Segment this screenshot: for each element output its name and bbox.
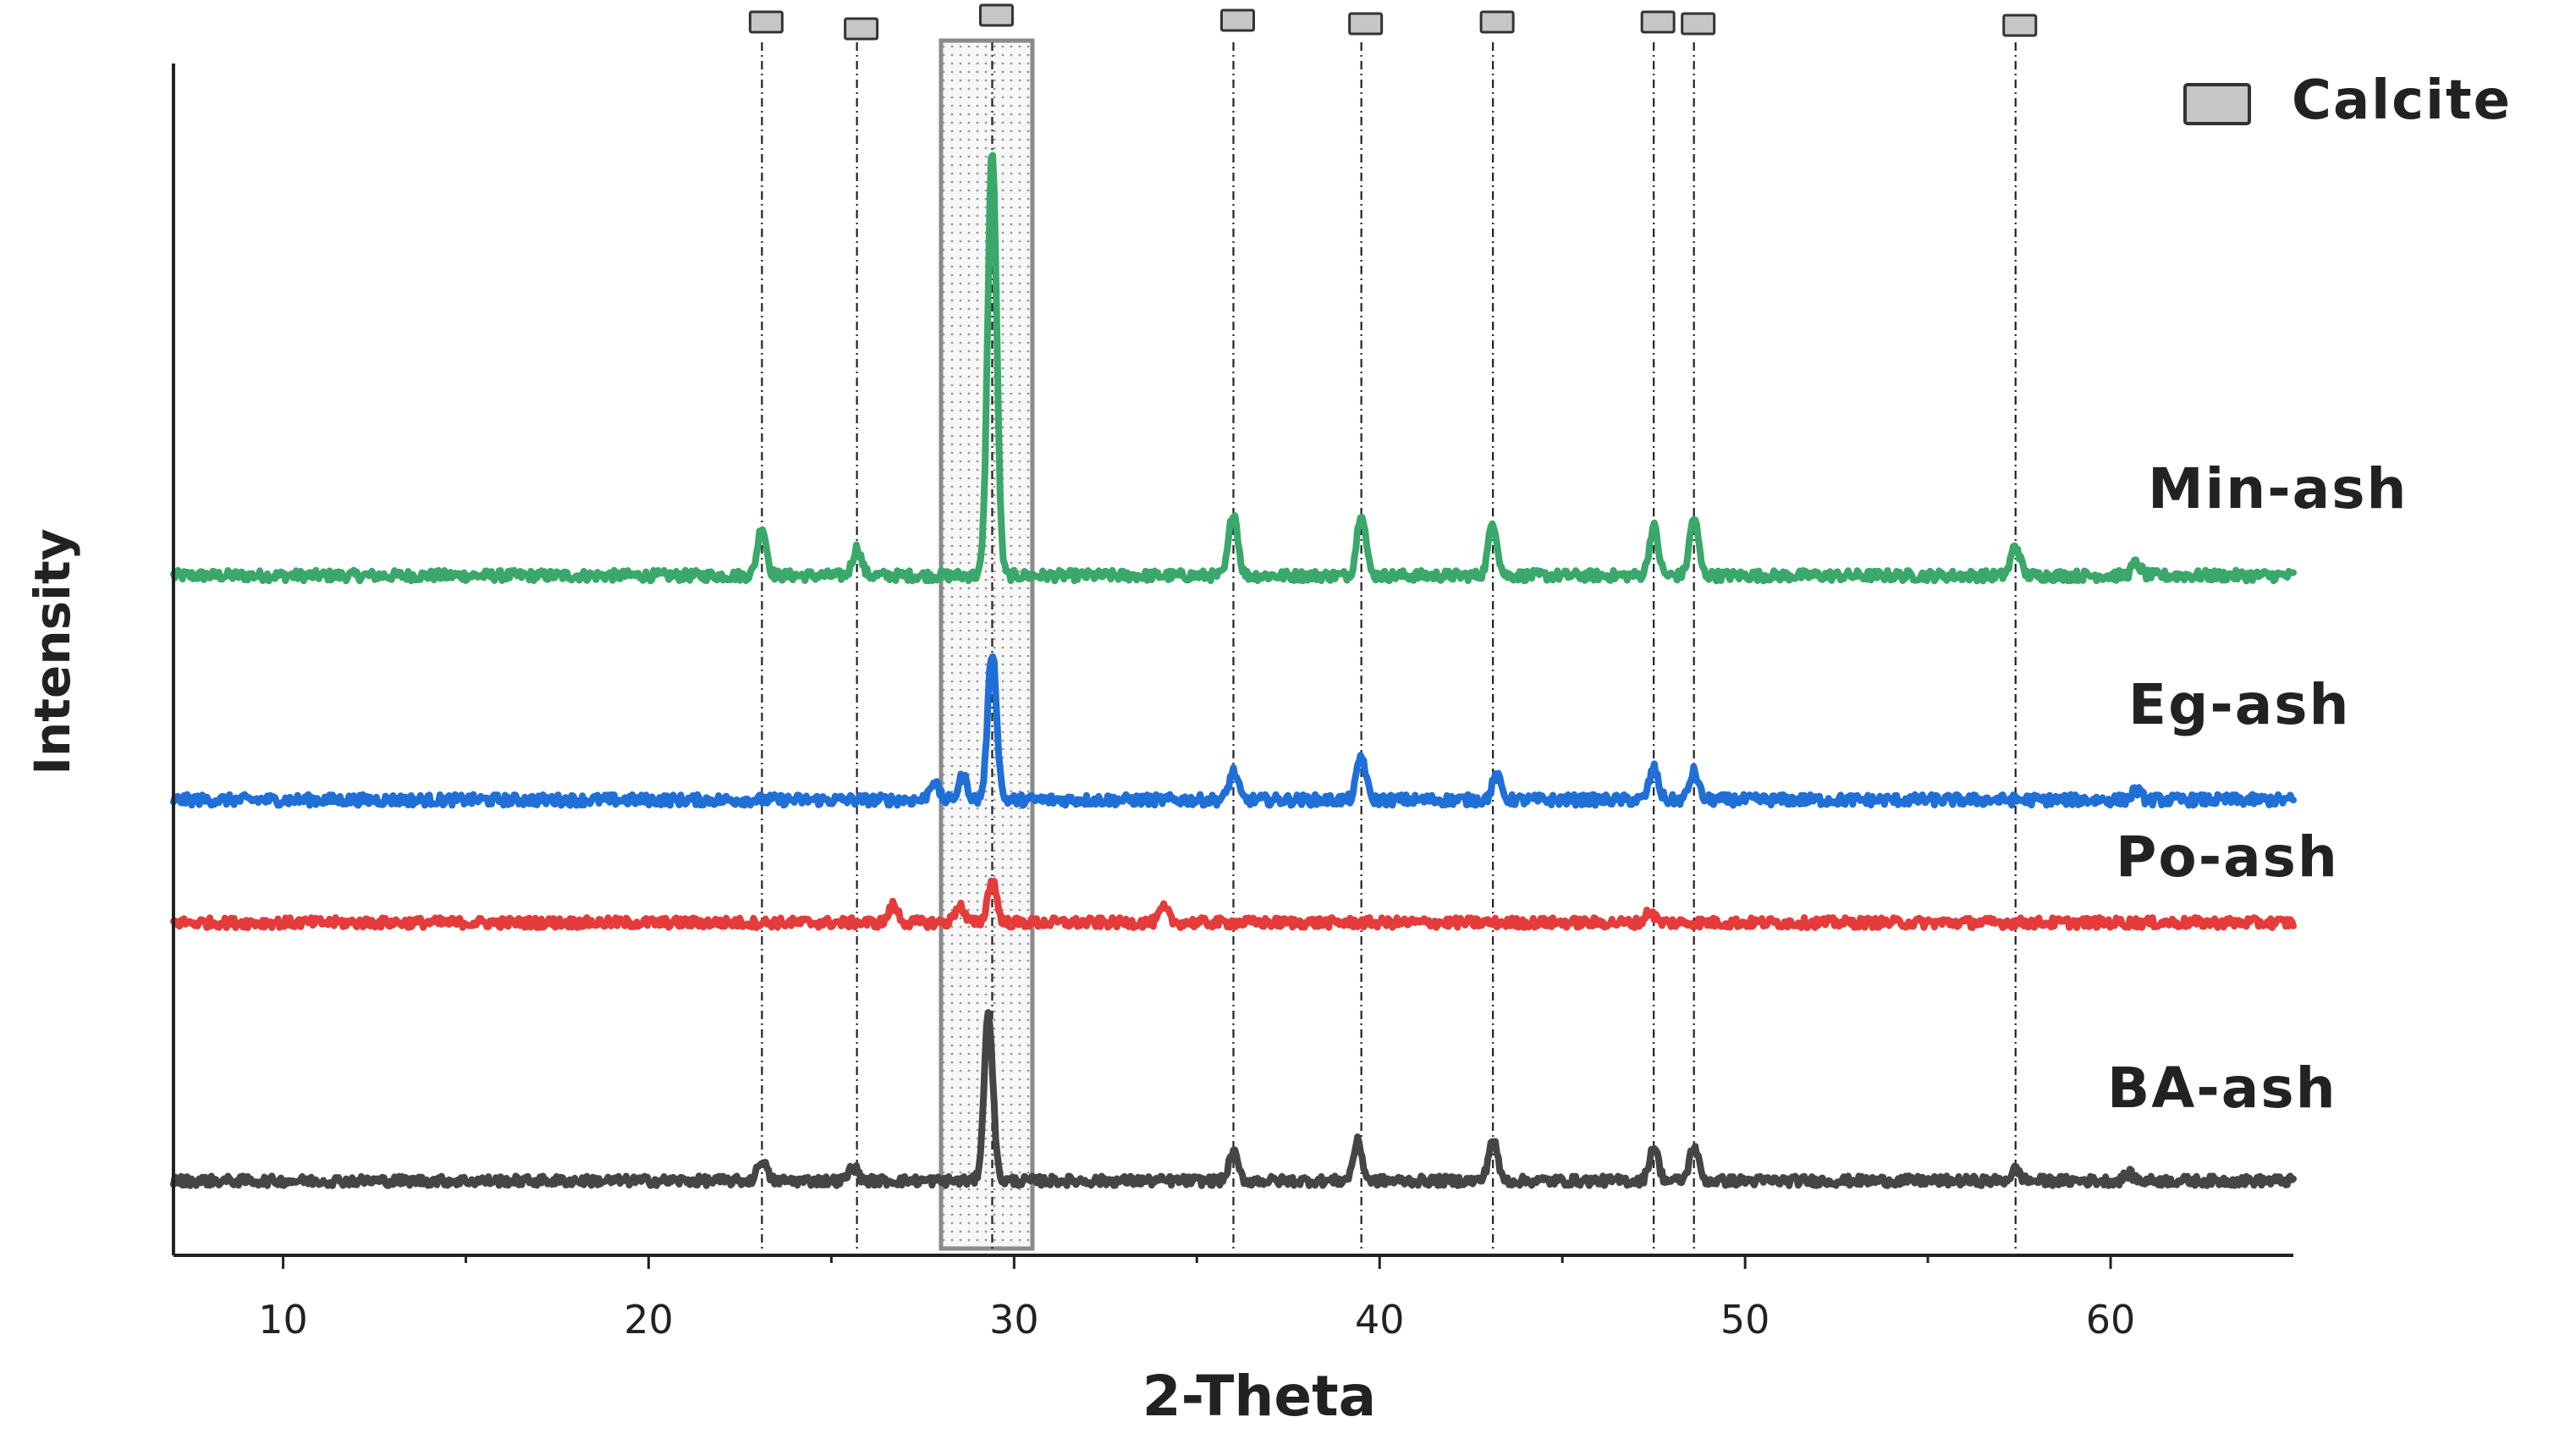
x-tick-label: 10 bbox=[258, 1297, 308, 1343]
calcite-peak-marker bbox=[1348, 12, 1384, 36]
legend-calcite-label: Calcite bbox=[2292, 69, 2512, 132]
calcite-reference-lines bbox=[748, 3, 2038, 1249]
calcite-peak-marker bbox=[2002, 14, 2038, 37]
series-label-po-ash: Po-ash bbox=[2116, 824, 2339, 890]
calcite-peak-marker bbox=[844, 17, 879, 41]
series-label-eg-ash: Eg-ash bbox=[2128, 672, 2351, 737]
calcite-peak-marker bbox=[1479, 10, 1515, 34]
series-line-po-ash bbox=[170, 877, 2297, 931]
calcite-peak-marker bbox=[1640, 10, 1676, 34]
x-axis-title: 2-Theta bbox=[1142, 1364, 1376, 1429]
series-label-min-ash: Min-ash bbox=[2148, 456, 2408, 521]
axes bbox=[172, 63, 2293, 1257]
x-axis-ticks: 10 20 30 40 50 60 bbox=[258, 1255, 2135, 1343]
x-tick-label: 20 bbox=[624, 1297, 674, 1343]
calcite-peak-marker bbox=[978, 3, 1014, 27]
series-labels: Min-ash Eg-ash Po-ash BA-ash bbox=[2107, 456, 2408, 1121]
legend: Calcite bbox=[2183, 69, 2512, 132]
x-tick-label: 40 bbox=[1355, 1297, 1405, 1343]
series-line-eg-ash bbox=[170, 653, 2297, 809]
legend-calcite-marker bbox=[2183, 83, 2251, 125]
series-line-min-ash bbox=[170, 152, 2297, 585]
series-label-ba-ash: BA-ash bbox=[2107, 1056, 2337, 1121]
x-tick-label: 30 bbox=[989, 1297, 1039, 1343]
y-axis-title: Intensity bbox=[24, 528, 81, 775]
series-line-ba-ash bbox=[170, 1009, 2297, 1189]
calcite-peak-marker bbox=[1220, 8, 1255, 32]
series-layer bbox=[170, 152, 2297, 1189]
calcite-peak-marker bbox=[1681, 12, 1716, 36]
x-tick-label: 60 bbox=[2086, 1297, 2136, 1343]
x-tick-label: 50 bbox=[1720, 1297, 1770, 1343]
calcite-peak-marker bbox=[748, 10, 784, 34]
